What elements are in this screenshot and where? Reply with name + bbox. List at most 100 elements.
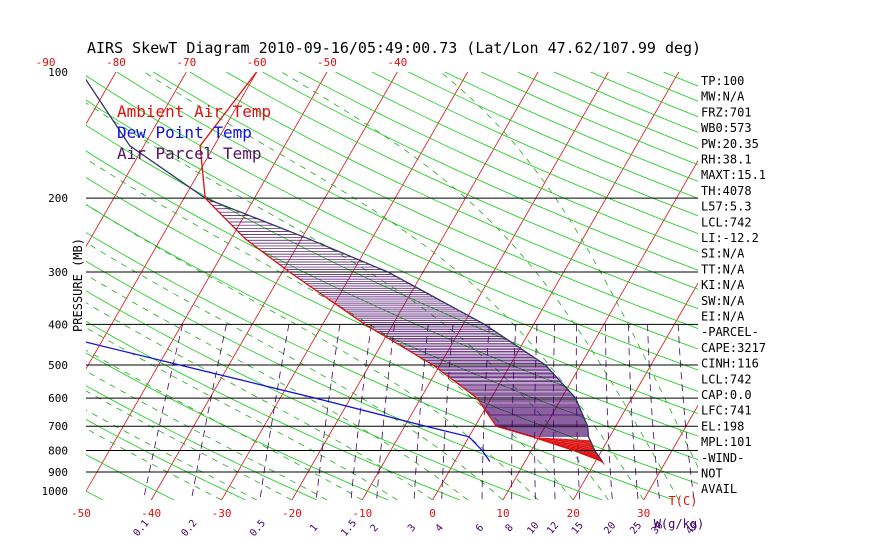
- pressure-tick-label: 900: [48, 466, 68, 479]
- mixing-ratio-label: 8: [504, 523, 516, 535]
- moist-adiabat-line: [86, 158, 574, 500]
- dry-adiabat-line: [153, 72, 698, 329]
- bottom-temp-label: 20: [567, 507, 580, 520]
- isotherm-line: [572, 282, 698, 500]
- pressure-tick-label: 700: [48, 420, 68, 433]
- mixing-ratio-line: [677, 324, 695, 500]
- index-item: RH:38.1: [701, 153, 752, 167]
- ambient-temp-line: [199, 72, 603, 463]
- cinh-hatch-line: [545, 440, 593, 445]
- dry-adiabat-line: [335, 72, 698, 234]
- dry-adiabat-line: [86, 124, 698, 414]
- isotherm-line: [784, 72, 870, 500]
- mixing-ratio-line: [350, 324, 372, 500]
- index-item: NOT: [701, 467, 723, 481]
- legend-parcel: Air Parcel Temp: [117, 144, 262, 163]
- bottom-temp-label: 30: [637, 507, 650, 520]
- isotherm-line: [502, 160, 698, 500]
- bottom-temp-label: -10: [352, 507, 372, 520]
- pressure-tick-label: 300: [48, 266, 68, 279]
- mixing-ratio-label: 1: [308, 523, 320, 535]
- index-item: LCL:742: [701, 372, 752, 386]
- dry-adiabat-line: [517, 72, 698, 149]
- pressure-tick-label: 200: [48, 192, 68, 205]
- dry-adiabat-line: [86, 232, 674, 500]
- pressure-tick-label: 400: [48, 318, 68, 331]
- bottom-temp-label: -50: [71, 507, 91, 520]
- top-temp-label: -60: [247, 56, 267, 69]
- bottom-temp-label: 0: [429, 507, 436, 520]
- mixing-ratio-label: 0.1: [131, 518, 151, 539]
- mixing-ratio-line: [376, 324, 395, 500]
- mixing-ratio-line: [481, 324, 490, 500]
- index-item: FRZ:701: [701, 105, 752, 119]
- mixing-ratio-label: 15: [570, 520, 586, 536]
- index-item: AVAIL: [701, 482, 737, 496]
- chart-title: AIRS SkewT Diagram 2010-09-16/05:49:00.7…: [87, 39, 701, 57]
- mixing-ratio-label: 4: [434, 523, 446, 535]
- dry-adiabat-line: [371, 72, 698, 217]
- top-temp-label: -70: [176, 56, 196, 69]
- parcel-temp-line: [86, 78, 604, 462]
- bottom-temp-label: -30: [212, 507, 232, 520]
- cinh-hatch-line: [536, 437, 592, 442]
- cinh-hatch-line: [602, 461, 605, 465]
- cinh-hatch-line: [558, 445, 595, 449]
- sounding-profiles: [86, 72, 604, 463]
- y-axis-label: PRESSURE (MB): [71, 238, 85, 332]
- pressure-lines: [86, 197, 698, 473]
- index-item: CAPE:3217: [701, 341, 766, 355]
- index-item: L57:5.3: [701, 200, 752, 214]
- mixing-ratio-line: [191, 324, 227, 500]
- mixing-ratio-label: 6: [474, 523, 486, 535]
- pressure-tick-label: 600: [48, 392, 68, 405]
- mixing-ratio-label: 20: [602, 520, 618, 536]
- dry-adiabat-line: [663, 72, 698, 87]
- index-item: TH:4078: [701, 184, 752, 198]
- index-item: TP:100: [701, 74, 744, 88]
- dry-adiabat-line: [444, 72, 698, 182]
- mixing-ratio-line: [511, 324, 517, 500]
- isotherm-line: [643, 404, 698, 500]
- temp-unit-label: T(C): [669, 494, 698, 508]
- index-item: SW:N/A: [701, 294, 745, 308]
- cinh-hatch-line: [541, 439, 592, 444]
- dry-adiabat-line: [226, 72, 698, 290]
- mixing-ratio-line: [413, 324, 429, 500]
- mixing-ratio-line: [441, 324, 454, 500]
- index-item: LFC:741: [701, 404, 752, 418]
- cinh-hatch-line: [534, 437, 591, 441]
- cinh-hatch-line: [551, 442, 594, 447]
- pressure-tick-label: 100: [48, 66, 68, 79]
- dry-adiabat-line: [86, 204, 698, 485]
- mixing-ratio-label: 0.2: [179, 518, 199, 539]
- dry-adiabat-line: [189, 72, 698, 310]
- isotherm-line: [86, 72, 328, 492]
- dry-adiabat-line: [86, 290, 532, 500]
- cinh-hatch-line: [560, 445, 595, 450]
- mixing-unit-label: W(g/kg): [654, 517, 705, 531]
- legend: Ambient Air Temp Dew Point Temp Air Parc…: [117, 102, 271, 163]
- mixing-ratio-lines: [143, 324, 695, 500]
- dew-point-line: [86, 341, 491, 462]
- cinh-hatch-line: [562, 446, 596, 451]
- mixing-ratio-label: 10: [525, 520, 541, 536]
- cinh-hatch-line: [549, 442, 594, 446]
- dry-adiabat-line: [116, 72, 698, 350]
- index-item: LI:-12.2: [701, 231, 759, 245]
- index-item: CINH:116: [701, 357, 759, 371]
- dry-adiabat-line: [86, 490, 104, 500]
- isotherm-line: [0, 72, 46, 500]
- top-temp-label: -80: [106, 56, 126, 69]
- isotherm-line: [86, 72, 187, 248]
- cinh-hatch-line: [578, 451, 599, 456]
- dry-adiabat-line: [86, 150, 698, 437]
- dry-adiabat-line: [86, 75, 698, 371]
- mixing-ratio-line: [259, 324, 290, 500]
- top-temp-label: -50: [317, 56, 337, 69]
- mixing-ratio-line: [647, 324, 660, 500]
- top-temp-label: -40: [387, 56, 407, 69]
- index-item: TT:N/A: [701, 262, 745, 276]
